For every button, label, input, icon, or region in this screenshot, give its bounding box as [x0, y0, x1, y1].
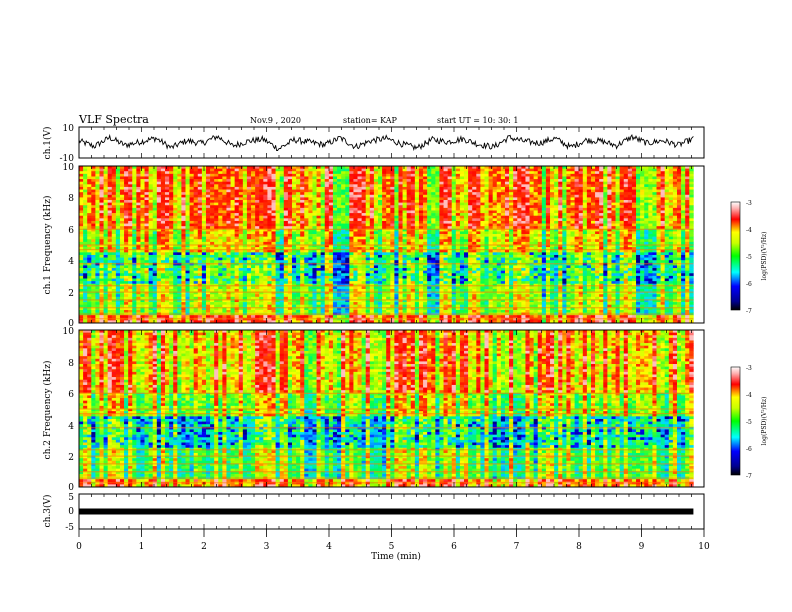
ch1-waveform-trace	[78, 133, 694, 152]
ch2-cb-tick-m5: -5	[746, 419, 752, 426]
xtick-label-2: 2	[201, 542, 207, 552]
ch1-waveform-ylabel: ch.1(V)	[42, 127, 53, 160]
xtick-label-3: 3	[264, 542, 270, 552]
ch1-ytick-10: 10	[63, 163, 75, 173]
ch1-spectrogram-image	[79, 166, 694, 324]
xtick-label-4: 4	[326, 542, 332, 552]
x-axis-title: Time (min)	[371, 551, 421, 562]
ch2-cb-tick-m6: -6	[746, 446, 752, 453]
ch2-ytick-6: 6	[68, 390, 74, 400]
ch3-ytick-5: 5	[68, 493, 74, 503]
ch1-colorbar	[730, 201, 741, 311]
ch1-ytick-bottom: -10	[60, 154, 75, 164]
ch2-spectrogram-panel: 10 8 6 4 2 0 ch.2 Frequency (kHz) -3 -4 …	[42, 327, 768, 493]
figure-title: VLF Spectra	[78, 113, 149, 126]
ch2-colorbar-title: log(PSD)(V²/Hz)	[761, 397, 768, 446]
ch3-waveform-ylabel: ch.3(V)	[42, 495, 53, 528]
ch1-ytick-6: 6	[68, 226, 74, 236]
ch2-ytick-4: 4	[68, 422, 74, 432]
x-axis-ticks	[78, 127, 705, 537]
ch2-cb-tick-m4: -4	[746, 392, 752, 399]
ch1-spectrogram-panel: 10 8 6 4 2 0 ch.1 Frequency (kHz) -3 -4 …	[42, 163, 768, 329]
ch1-cb-tick-m7: -7	[746, 308, 752, 315]
ch2-cb-tick-m7: -7	[746, 473, 752, 480]
ch1-cb-tick-m3: -3	[746, 200, 752, 207]
ch2-ytick-0: 0	[68, 483, 74, 493]
ch1-cb-tick-m4: -4	[746, 227, 752, 234]
start-time-label: start UT = 10: 30: 1	[437, 116, 518, 125]
x-axis-labels: 0 1 2 3 4 5 6 7 8 9 10	[76, 542, 710, 552]
xtick-label-1: 1	[139, 542, 145, 552]
ch3-ytick-m5: -5	[65, 523, 74, 533]
ch2-ytick-8: 8	[68, 359, 74, 369]
ch3-waveform-trace	[79, 508, 694, 515]
date-label: Nov.9 , 2020	[250, 116, 301, 125]
ch2-spectrogram-ylabel: ch.2 Frequency (kHz)	[42, 361, 53, 460]
xtick-label-6: 6	[451, 542, 457, 552]
xtick-label-0: 0	[76, 542, 82, 552]
xtick-label-8: 8	[576, 542, 582, 552]
xtick-label-9: 9	[639, 542, 645, 552]
ch3-ytick-0: 0	[68, 507, 74, 517]
ch1-cb-tick-m5: -5	[746, 254, 752, 261]
ch2-ytick-10: 10	[63, 327, 75, 337]
station-label: station= KAP	[343, 116, 398, 125]
ch1-ytick-0: 0	[68, 319, 74, 329]
ch1-cb-tick-m6: -6	[746, 281, 752, 288]
ch2-ytick-2: 2	[68, 453, 74, 463]
ch1-ytick-4: 4	[68, 257, 74, 267]
ch1-ytick-8: 8	[68, 194, 74, 204]
xtick-label-10: 10	[698, 542, 710, 552]
ch1-colorbar-title: log(PSD)(V²/Hz)	[761, 232, 768, 281]
ch2-spectrogram-image	[79, 330, 694, 488]
xtick-label-5: 5	[389, 542, 395, 552]
ch1-spectrogram-ylabel: ch.1 Frequency (kHz)	[42, 196, 53, 295]
ch1-ytick-2: 2	[68, 289, 74, 299]
ch3-waveform-panel: 5 0 -5 ch.3(V)	[42, 493, 705, 533]
ch2-colorbar	[730, 366, 741, 476]
ch1-ytick-top: 10	[63, 124, 75, 134]
ch1-waveform-panel: 10 -10 ch.1(V)	[42, 124, 705, 164]
xtick-label-7: 7	[514, 542, 520, 552]
ch2-cb-tick-m3: -3	[746, 365, 752, 372]
